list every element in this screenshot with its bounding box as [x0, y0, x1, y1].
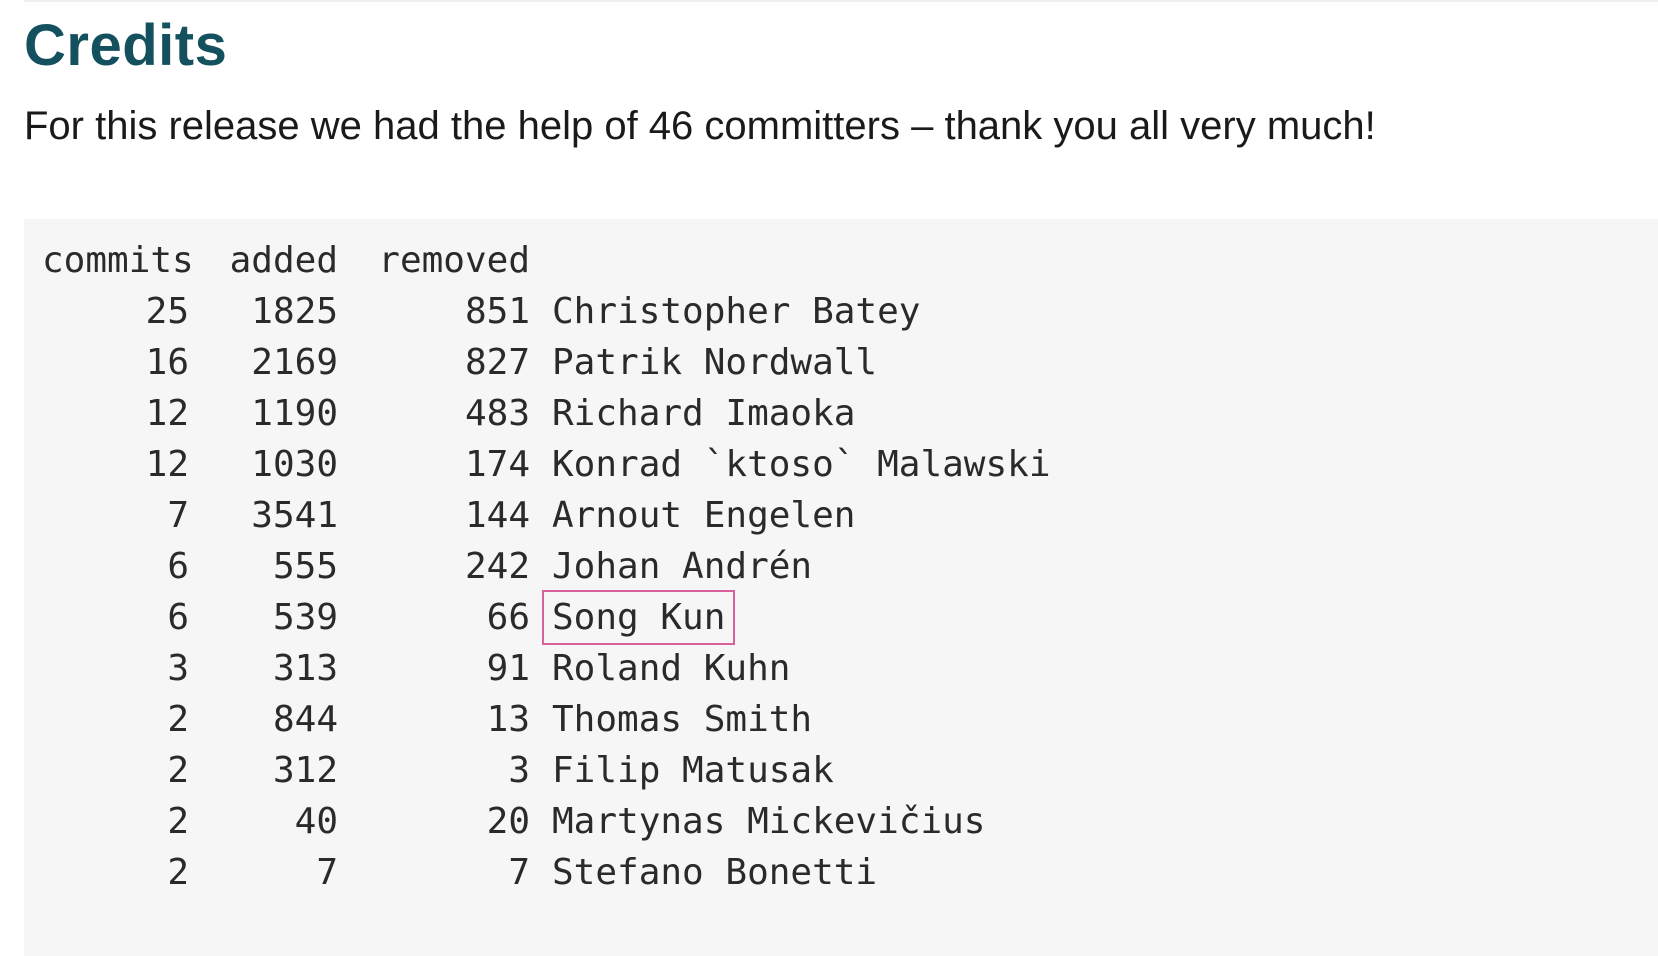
removed-value: 827 — [464, 342, 530, 383]
credits-row: 6 539 66 Song Kun — [42, 590, 1658, 645]
credits-row: 3 313 91 Roland Kuhn — [42, 643, 1658, 694]
committer-name: Johan Andrén — [552, 546, 813, 587]
removed-value: 91 — [486, 648, 530, 689]
commits-value: 2 — [167, 801, 189, 842]
commits-value: 3 — [167, 648, 189, 689]
committer-name: Christopher Batey — [552, 291, 921, 332]
commits-value: 6 — [167, 546, 189, 587]
added-header: added — [229, 240, 338, 281]
commits-value: 2 — [167, 750, 189, 791]
added-value: 1030 — [251, 444, 338, 485]
removed-value: 13 — [486, 699, 530, 740]
commits-value: 16 — [145, 342, 189, 383]
committer-name: Konrad `ktoso` Malawski — [552, 444, 1051, 485]
removed-value: 3 — [508, 750, 530, 791]
committer-name: Arnout Engelen — [552, 495, 856, 536]
added-value: 7 — [316, 852, 338, 893]
removed-header: removed — [378, 240, 530, 281]
credits-row: 6 555 242 Johan Andrén — [42, 541, 1658, 592]
added-value: 40 — [294, 801, 338, 842]
added-value: 555 — [272, 546, 338, 587]
added-value: 539 — [272, 597, 338, 638]
commits-value: 2 — [167, 852, 189, 893]
added-value: 844 — [272, 699, 338, 740]
commits-value: 6 — [167, 597, 189, 638]
removed-value: 851 — [464, 291, 530, 332]
removed-value: 7 — [508, 852, 530, 893]
commits-value: 25 — [145, 291, 189, 332]
removed-value: 242 — [464, 546, 530, 587]
committer-name: Thomas Smith — [552, 699, 813, 740]
credits-row: 25 1825 851 Christopher Batey — [42, 286, 1658, 337]
committer-name: Patrik Nordwall — [552, 342, 878, 383]
commits-header: commits — [42, 240, 194, 281]
top-divider — [24, 0, 1658, 2]
credits-row: 2 844 13 Thomas Smith — [42, 694, 1658, 745]
added-value: 1825 — [251, 291, 338, 332]
commits-value: 12 — [145, 444, 189, 485]
removed-value: 20 — [486, 801, 530, 842]
added-value: 1190 — [251, 393, 338, 434]
removed-value: 174 — [464, 444, 530, 485]
credits-row: 12 1030 174 Konrad `ktoso` Malawski — [42, 439, 1658, 490]
commits-value: 2 — [167, 699, 189, 740]
credits-row: 7 3541 144 Arnout Engelen — [42, 490, 1658, 541]
added-value: 312 — [272, 750, 338, 791]
credits-row: 2 7 7 Stefano Bonetti — [42, 847, 1658, 898]
credits-intro: For this release we had the help of 46 c… — [24, 104, 1376, 148]
added-value: 3541 — [251, 495, 338, 536]
committer-name: Roland Kuhn — [552, 648, 791, 689]
credits-row: 16 2169 827 Patrik Nordwall — [42, 337, 1658, 388]
credits-header-row: commits added removed — [42, 235, 1658, 286]
credits-row: 12 1190 483 Richard Imaoka — [42, 388, 1658, 439]
credits-row: 2 312 3 Filip Matusak — [42, 745, 1658, 796]
removed-value: 483 — [464, 393, 530, 434]
credits-rows: 25 1825 851 Christopher Batey 16 2169 827 Patri… — [42, 286, 1658, 898]
removed-value: 66 — [486, 597, 530, 638]
added-value: 2169 — [251, 342, 338, 383]
added-value: 313 — [272, 648, 338, 689]
committer-name: Stefano Bonetti — [552, 852, 878, 893]
committer-name: Martynas Mickevičius — [552, 801, 986, 842]
removed-value: 144 — [464, 495, 530, 536]
highlighted-committer-name: Song Kun — [541, 590, 736, 645]
commits-value: 7 — [167, 495, 189, 536]
credits-code-block: commits added removed 25 1825 851 Christoph… — [24, 219, 1658, 956]
commits-value: 12 — [145, 393, 189, 434]
credits-heading: Credits — [24, 13, 228, 78]
committer-name: Filip Matusak — [552, 750, 834, 791]
committer-name: Richard Imaoka — [552, 393, 856, 434]
credits-row: 2 40 20 Martynas Mickevičius — [42, 796, 1658, 847]
